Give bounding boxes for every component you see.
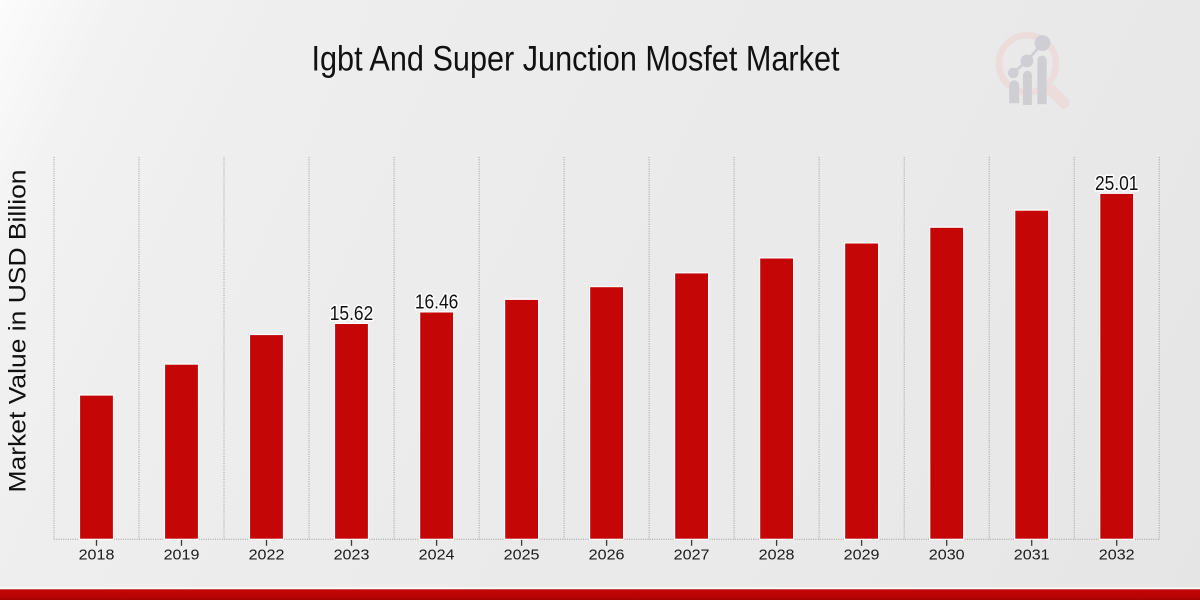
svg-text:2019: 2019	[164, 548, 200, 564]
svg-text:2029: 2029	[844, 548, 880, 564]
svg-text:2030: 2030	[929, 548, 965, 564]
svg-text:2023: 2023	[334, 548, 370, 564]
svg-text:2025: 2025	[504, 548, 540, 564]
svg-text:2031: 2031	[1014, 548, 1050, 564]
svg-text:2026: 2026	[589, 548, 625, 564]
svg-text:15.62: 15.62	[330, 302, 374, 325]
svg-text:2032: 2032	[1099, 548, 1135, 564]
svg-text:2018: 2018	[79, 548, 115, 564]
svg-text:16.46: 16.46	[415, 291, 459, 314]
svg-text:2028: 2028	[759, 548, 795, 564]
svg-text:2022: 2022	[249, 548, 285, 564]
svg-text:2024: 2024	[419, 548, 455, 564]
svg-text:25.01: 25.01	[1095, 172, 1139, 195]
svg-text:2027: 2027	[674, 548, 710, 564]
svg-text:Market Value in USD Billion: Market Value in USD Billion	[5, 170, 32, 493]
svg-text:Igbt And Super Junction Mosfet: Igbt And Super Junction Mosfet Market	[312, 40, 840, 79]
